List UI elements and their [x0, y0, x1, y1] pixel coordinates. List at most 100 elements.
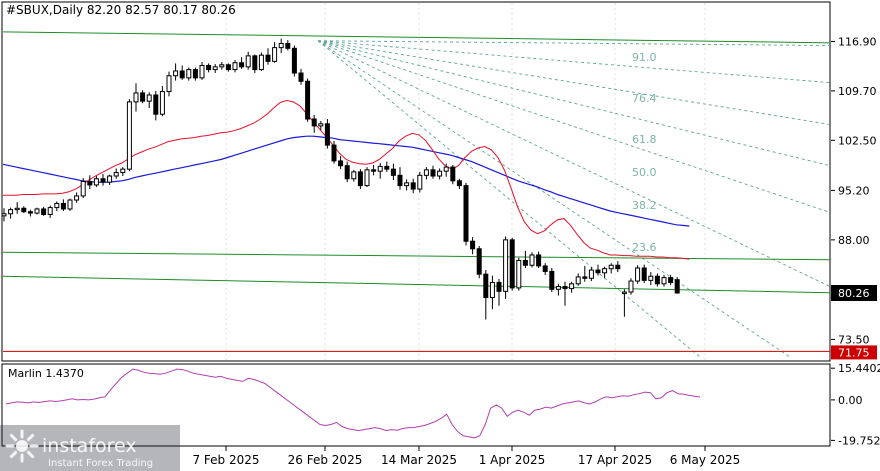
candle-body-up	[608, 264, 614, 270]
price-tick-label: 109.70	[838, 85, 877, 98]
candle	[661, 274, 667, 287]
candle-body-up	[8, 209, 14, 215]
chart-header: #SBUX,Daily 82.20 82.57 80.17 80.26	[6, 3, 236, 17]
fan-line	[317, 40, 831, 287]
candle	[252, 54, 258, 74]
candle	[536, 251, 542, 269]
candle-body-down	[298, 72, 304, 82]
channel-middle-line	[2, 251, 831, 261]
candle	[54, 201, 60, 212]
candle-body-down	[27, 211, 33, 214]
candle	[140, 90, 146, 104]
indicator-title: Marlin 1.4370	[8, 367, 84, 380]
logo-brand: instaforex	[42, 435, 137, 457]
candle	[21, 206, 27, 214]
candle-body-up	[74, 195, 80, 201]
candle-body-down	[549, 270, 555, 290]
candle	[582, 265, 588, 282]
candle-body-up	[120, 168, 126, 174]
candle-body-down	[21, 207, 27, 213]
indicator-tick-label: -19.752	[838, 434, 880, 447]
candle-body-up	[529, 254, 535, 266]
candle-body-up	[635, 267, 641, 282]
candle	[311, 114, 317, 133]
candle-body-up	[278, 43, 284, 49]
candle-body-up	[93, 178, 99, 186]
candle-body-up	[648, 275, 654, 281]
fan-level-label: 38.2	[632, 199, 657, 212]
candle-body-down	[192, 69, 198, 79]
candle-body-down	[371, 169, 377, 172]
candle	[463, 182, 469, 246]
candle	[232, 59, 238, 73]
candle-body-down	[536, 254, 542, 267]
candle	[146, 92, 152, 109]
candle	[67, 198, 73, 212]
candle	[668, 274, 674, 286]
candle	[100, 173, 106, 186]
candle-body-up	[575, 276, 581, 285]
candle	[166, 71, 172, 97]
current-price-badge	[831, 284, 877, 301]
candle	[8, 207, 14, 219]
candle-body-up	[588, 269, 594, 279]
candle-body-down	[357, 171, 363, 187]
candle	[318, 121, 324, 131]
candle	[14, 202, 20, 214]
candle-body-down	[410, 182, 416, 190]
candle-body-down	[522, 259, 528, 266]
candle	[159, 86, 165, 117]
support-price-label: 71.75	[838, 346, 870, 359]
candle	[245, 51, 251, 70]
candle	[120, 167, 126, 177]
candle	[648, 272, 654, 286]
moving-averages	[2, 99, 690, 260]
candle	[344, 161, 350, 183]
candle-body-up	[166, 75, 172, 93]
candle-body-down	[252, 55, 258, 71]
indicator-tick-label: 0.00	[838, 394, 863, 407]
candle-body-down	[397, 174, 403, 187]
candle	[173, 63, 179, 81]
candle-body-down	[470, 240, 476, 250]
fan-level-label: 50.0	[632, 166, 657, 179]
candle-body-up	[80, 181, 86, 197]
candle	[496, 278, 502, 306]
candle-body-up	[628, 280, 634, 293]
fan-line	[317, 40, 701, 358]
candle	[305, 78, 311, 122]
fan-line	[317, 40, 831, 47]
candle	[641, 264, 647, 284]
candle	[225, 63, 231, 72]
candle-body-up	[489, 281, 495, 299]
candle	[615, 261, 621, 273]
current-price-label: 80.26	[838, 287, 870, 300]
candle-body-up	[212, 66, 218, 71]
candle-body-down	[179, 70, 185, 79]
candle-body-down	[153, 94, 159, 115]
fan-line	[317, 40, 831, 125]
candle	[179, 65, 185, 80]
candle	[443, 163, 449, 177]
candle-body-up	[186, 69, 192, 79]
candle-body-up	[173, 70, 179, 77]
date-tick-label: 1 Apr 2025	[479, 453, 546, 467]
candle	[476, 246, 482, 279]
candle-body-up	[569, 283, 575, 290]
support-price-badge	[831, 345, 877, 360]
candle-body-down	[305, 80, 311, 120]
candle-body-up	[417, 174, 423, 190]
candle-body-up	[14, 207, 20, 211]
candle	[503, 236, 509, 299]
candle	[133, 83, 139, 112]
channel-upper-line	[2, 31, 831, 44]
candle-body-up	[318, 123, 324, 127]
candle	[509, 237, 515, 291]
candle	[285, 40, 291, 51]
candle	[397, 167, 403, 190]
candle-body-up	[245, 55, 251, 68]
candle	[278, 38, 284, 54]
candle	[569, 281, 575, 293]
candle	[351, 169, 357, 182]
